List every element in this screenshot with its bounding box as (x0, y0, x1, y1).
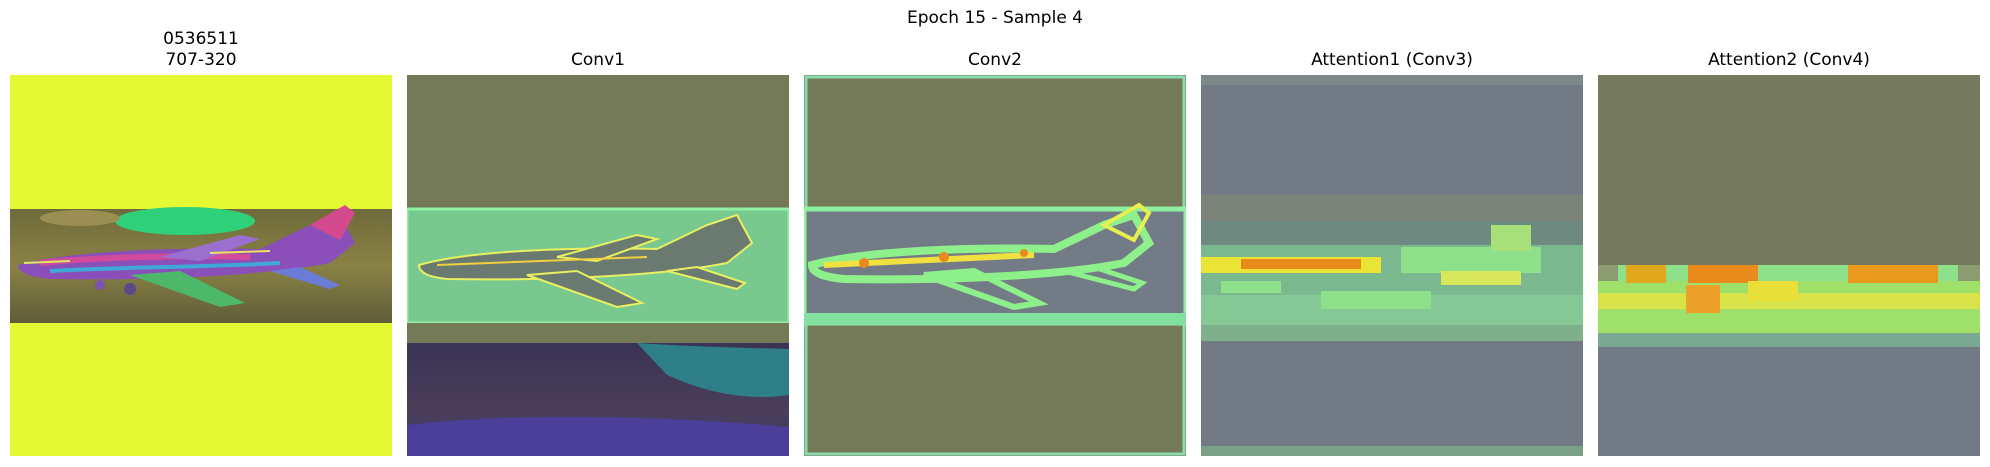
panel-title-attention1: Attention1 (Conv3) (1311, 50, 1473, 70)
panel-title-conv2: Conv2 (968, 50, 1022, 70)
conv1-panel (407, 75, 789, 456)
attention2-panel (1598, 75, 1980, 456)
conv2-feature-map (804, 75, 1186, 456)
attention1-panel (1201, 75, 1583, 456)
attention2-heatmap (1598, 75, 1980, 456)
panel-title-input: 0536511 707-320 (10, 29, 392, 71)
input-title-line1: 0536511 (163, 29, 239, 49)
figure-title: Epoch 15 - Sample 4 (907, 8, 1083, 28)
panel-title-conv1: Conv1 (571, 50, 625, 70)
conv1-feature-map (407, 75, 789, 456)
input-image-panel (10, 75, 392, 456)
conv2-panel (804, 75, 1186, 456)
input-title-line2: 707-320 (165, 50, 237, 70)
panel-title-attention2: Attention2 (Conv4) (1708, 50, 1870, 70)
input-image (10, 75, 392, 456)
attention1-heatmap (1201, 75, 1583, 456)
